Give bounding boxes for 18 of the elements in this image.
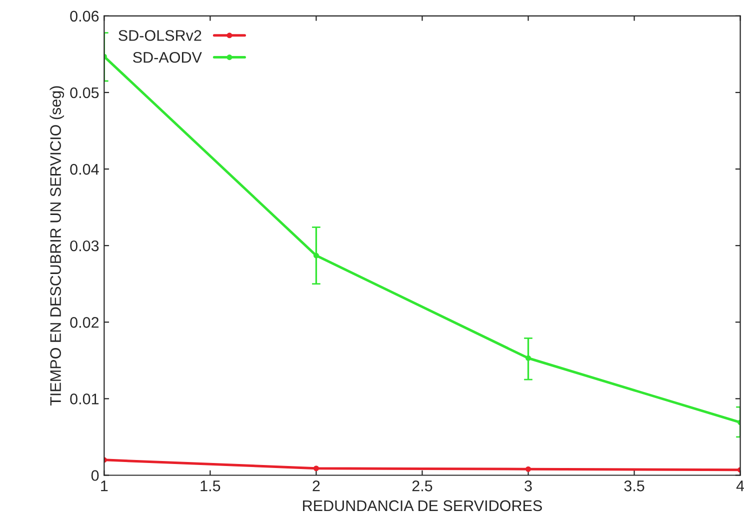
x-tick-label: 1 (101, 480, 108, 492)
x-tick-label: 3 (524, 480, 532, 492)
x-tick-label: 1.5 (200, 480, 220, 492)
y-tick-label: 0 (91, 470, 99, 481)
y-tick-label: 0.06 (70, 10, 99, 22)
x-tick-label: 4 (736, 480, 744, 492)
y-tick-label: 0.02 (70, 317, 99, 328)
y-tick-label: 0.05 (70, 87, 99, 98)
y-tick-label: 0.04 (70, 164, 99, 175)
x-tick-label: 3.5 (624, 480, 644, 492)
y-axis-title: TIEMPO EN DESCUBRIR UN SERVICIO (seg) (50, 86, 64, 406)
x-axis-title: REDUNDANCIA DE SERVIDORES (303, 500, 542, 512)
y-tick-label: 0.03 (70, 240, 99, 252)
legend-label: SD-AODV (133, 52, 202, 63)
x-tick-label: 2.5 (412, 480, 432, 492)
legend-label: SD-OLSRv2 (118, 30, 202, 41)
y-tick-label: 0.01 (70, 394, 99, 404)
x-tick-label: 2 (312, 480, 320, 492)
